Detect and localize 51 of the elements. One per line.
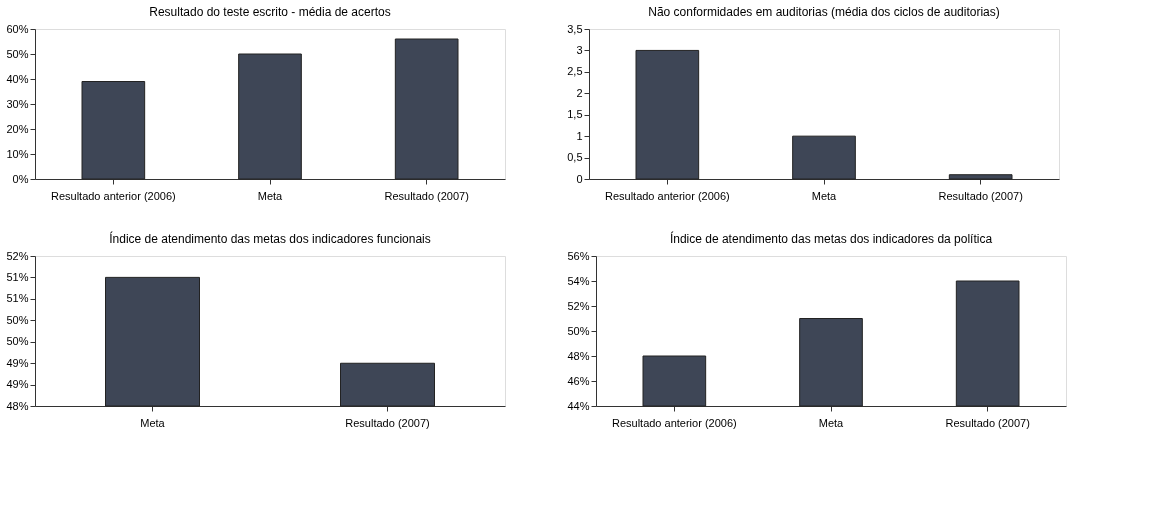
y-tick-label: 3,5 bbox=[567, 22, 583, 35]
x-tick-label: Resultado anterior (2006) bbox=[604, 189, 730, 202]
y-tick-label: 60% bbox=[6, 22, 29, 35]
y-tick-label: 0 bbox=[576, 172, 583, 185]
y-tick-label: 52% bbox=[567, 299, 590, 312]
y-tick-label: 3 bbox=[576, 43, 583, 56]
y-tick-label: 51% bbox=[6, 270, 29, 283]
x-tick-label: Meta bbox=[818, 416, 845, 429]
y-tick-label: 50% bbox=[6, 335, 29, 348]
x-tick-label: Resultado anterior (2006) bbox=[50, 189, 176, 202]
y-tick-label: 2,5 bbox=[567, 65, 583, 78]
x-tick-label: Resultado (2007) bbox=[384, 189, 469, 202]
y-tick-label: 0% bbox=[12, 172, 29, 185]
y-tick-label: 20% bbox=[6, 122, 29, 135]
chart-title: Índice de atendimento das metas dos indicadores da política bbox=[669, 231, 993, 246]
y-tick-label: 49% bbox=[6, 356, 29, 369]
y-tick-label: 54% bbox=[567, 274, 590, 287]
x-tick-label: Resultado anterior (2006) bbox=[611, 416, 737, 429]
bar bbox=[394, 38, 459, 180]
bar bbox=[792, 135, 856, 180]
chart-title: Índice de atendimento das metas dos indicadores funcionais bbox=[109, 231, 431, 246]
y-tick-label: 10% bbox=[6, 147, 29, 160]
y-tick-label: 1,5 bbox=[567, 108, 583, 121]
x-tick-label: Resultado (2007) bbox=[345, 416, 430, 429]
y-tick-label: 1 bbox=[576, 129, 583, 142]
y-tick-label: 48% bbox=[567, 349, 590, 362]
y-tick-label: 49% bbox=[6, 378, 29, 391]
y-tick-label: 50% bbox=[6, 47, 29, 60]
x-tick-label: Meta bbox=[140, 416, 166, 429]
bar bbox=[238, 53, 302, 180]
y-tick-label: 44% bbox=[567, 399, 590, 412]
y-tick-label: 2 bbox=[576, 86, 583, 99]
bar bbox=[635, 49, 700, 180]
bar bbox=[81, 81, 146, 180]
y-tick-label: 51% bbox=[6, 292, 29, 305]
y-tick-label: 46% bbox=[567, 374, 590, 387]
bar bbox=[948, 174, 1013, 180]
x-tick-label: Meta bbox=[811, 189, 838, 202]
y-tick-label: 52% bbox=[6, 249, 29, 262]
chart-title: Não conformidades em auditorias (média dos ciclos de auditorias) bbox=[648, 5, 1000, 19]
y-tick-label: 56% bbox=[567, 249, 590, 262]
y-tick-label: 40% bbox=[6, 72, 29, 85]
x-tick-label: Resultado (2007) bbox=[938, 189, 1023, 202]
chart-title: Resultado do teste escrito - média de acertos bbox=[149, 5, 391, 19]
y-tick-label: 30% bbox=[6, 97, 29, 110]
y-tick-label: 0,5 bbox=[567, 151, 583, 164]
x-tick-label: Meta bbox=[257, 189, 284, 202]
y-tick-label: 48% bbox=[6, 399, 29, 412]
x-tick-label: Resultado (2007) bbox=[945, 416, 1030, 429]
y-tick-label: 50% bbox=[567, 324, 590, 337]
y-tick-label: 50% bbox=[6, 313, 29, 326]
